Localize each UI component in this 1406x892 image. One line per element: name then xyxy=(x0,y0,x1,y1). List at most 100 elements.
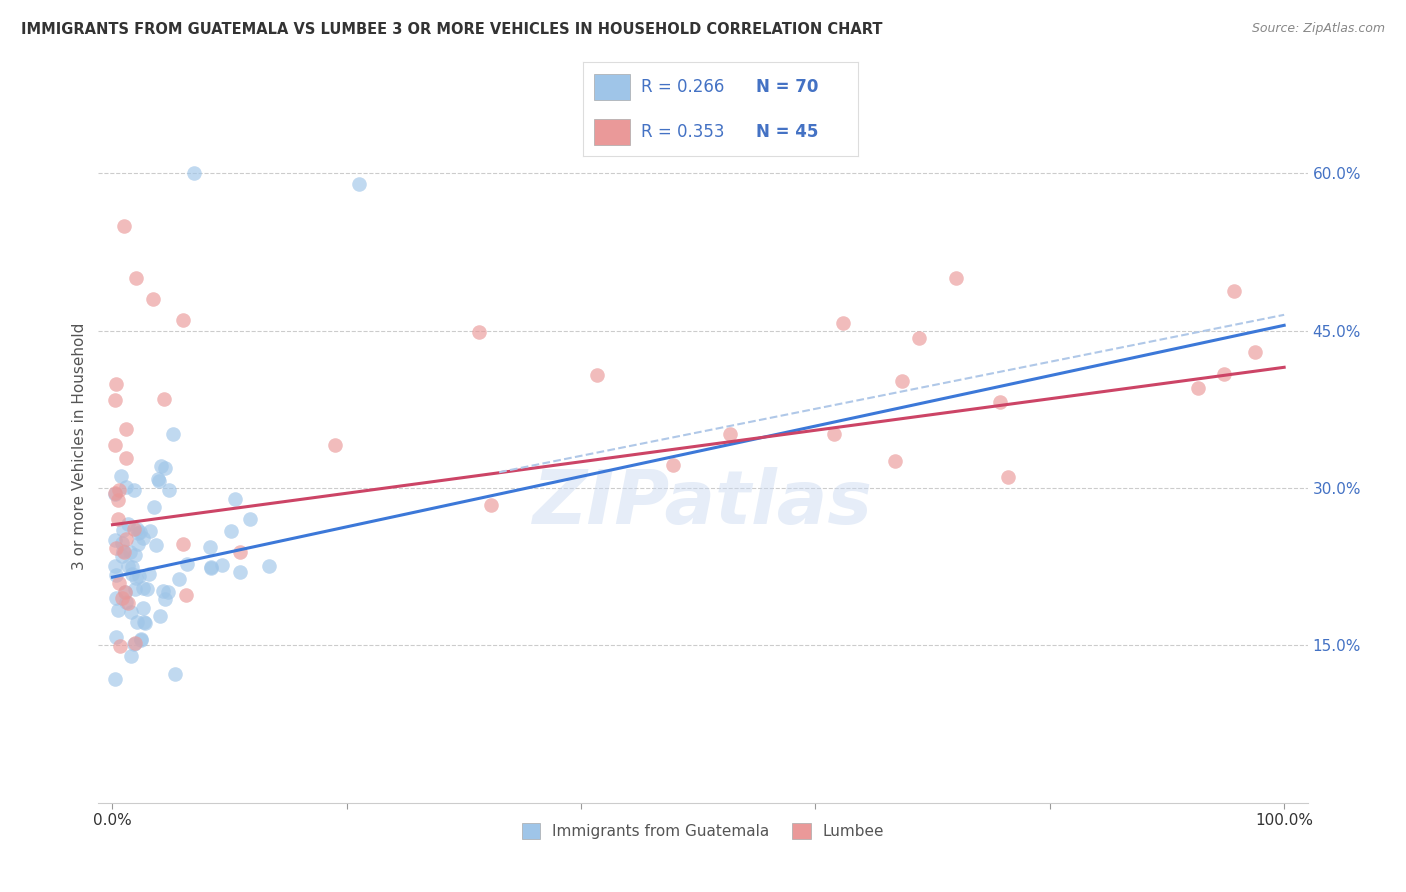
Point xyxy=(162,426,184,441)
Point xyxy=(167,572,190,586)
Point xyxy=(111,591,134,605)
Point xyxy=(114,594,136,608)
Point xyxy=(112,544,135,558)
Point xyxy=(108,576,131,591)
Point xyxy=(153,460,176,475)
Point xyxy=(104,533,127,547)
Point xyxy=(107,512,129,526)
Point xyxy=(121,566,143,581)
Point xyxy=(479,499,502,513)
Point xyxy=(125,571,148,585)
Point xyxy=(718,427,741,442)
Point xyxy=(105,377,128,392)
Point xyxy=(124,548,146,562)
Point xyxy=(176,558,198,572)
Point xyxy=(323,438,346,452)
Point xyxy=(211,558,233,572)
Point xyxy=(107,483,129,497)
Point xyxy=(129,632,152,647)
Point xyxy=(127,615,149,629)
Point xyxy=(134,616,156,631)
Point xyxy=(224,492,246,507)
Point xyxy=(138,566,160,581)
Point xyxy=(107,603,129,617)
Text: N = 45: N = 45 xyxy=(756,123,818,141)
Y-axis label: 3 or more Vehicles in Household: 3 or more Vehicles in Household xyxy=(72,322,87,570)
FancyBboxPatch shape xyxy=(595,119,630,145)
Point xyxy=(117,516,139,531)
Point xyxy=(104,630,127,644)
Point xyxy=(1243,344,1265,359)
Point xyxy=(110,469,132,483)
Point xyxy=(152,584,174,599)
Text: ZIPatlas: ZIPatlas xyxy=(533,467,873,540)
Point xyxy=(115,480,138,494)
Point xyxy=(127,537,149,551)
Point xyxy=(988,395,1011,409)
Point xyxy=(142,500,165,515)
Point xyxy=(1187,381,1209,395)
Point xyxy=(104,591,127,605)
Point xyxy=(662,458,685,472)
Point xyxy=(132,601,155,615)
FancyBboxPatch shape xyxy=(595,74,630,100)
Point xyxy=(111,536,134,550)
Point xyxy=(127,523,149,537)
Point xyxy=(908,331,931,345)
Point xyxy=(127,526,149,541)
Point xyxy=(124,483,146,497)
Point xyxy=(146,472,169,486)
Point xyxy=(121,559,143,574)
Point xyxy=(125,271,148,285)
Point xyxy=(149,608,172,623)
Point xyxy=(117,596,139,610)
Point xyxy=(105,568,128,582)
Point xyxy=(823,426,845,441)
Point xyxy=(111,549,134,563)
Point xyxy=(163,666,186,681)
Point xyxy=(120,649,142,664)
Point xyxy=(142,292,165,306)
Point xyxy=(239,512,262,526)
Point xyxy=(890,375,912,389)
Point xyxy=(132,531,155,545)
Point xyxy=(229,566,252,580)
Point xyxy=(1213,367,1236,381)
Point xyxy=(831,317,853,331)
Point xyxy=(139,524,162,539)
Point xyxy=(132,581,155,595)
Point xyxy=(228,545,250,559)
Point xyxy=(153,591,176,606)
Point xyxy=(104,486,127,500)
Point xyxy=(156,584,179,599)
Point xyxy=(883,454,905,468)
Point xyxy=(997,470,1019,484)
Point xyxy=(114,584,136,599)
Legend: Immigrants from Guatemala, Lumbee: Immigrants from Guatemala, Lumbee xyxy=(516,817,890,845)
Point xyxy=(104,438,127,452)
Point xyxy=(115,422,138,436)
Point xyxy=(153,392,176,406)
Point xyxy=(183,166,205,180)
Point xyxy=(172,537,194,551)
Point xyxy=(200,561,222,575)
Point xyxy=(124,582,146,596)
Point xyxy=(104,485,127,500)
Point xyxy=(114,450,136,465)
Point xyxy=(112,219,135,233)
Point xyxy=(145,538,167,552)
Point xyxy=(114,584,136,599)
Point xyxy=(157,483,180,497)
Point xyxy=(124,637,146,651)
Point xyxy=(104,559,127,574)
Point xyxy=(104,673,127,687)
Point xyxy=(198,540,221,554)
Point xyxy=(172,313,194,327)
Point xyxy=(112,545,135,559)
Point xyxy=(129,632,152,647)
Point xyxy=(107,492,129,507)
Text: IMMIGRANTS FROM GUATEMALA VS LUMBEE 3 OR MORE VEHICLES IN HOUSEHOLD CORRELATION : IMMIGRANTS FROM GUATEMALA VS LUMBEE 3 OR… xyxy=(21,22,883,37)
Point xyxy=(124,636,146,650)
Point xyxy=(136,582,159,597)
Text: R = 0.353: R = 0.353 xyxy=(641,123,724,141)
